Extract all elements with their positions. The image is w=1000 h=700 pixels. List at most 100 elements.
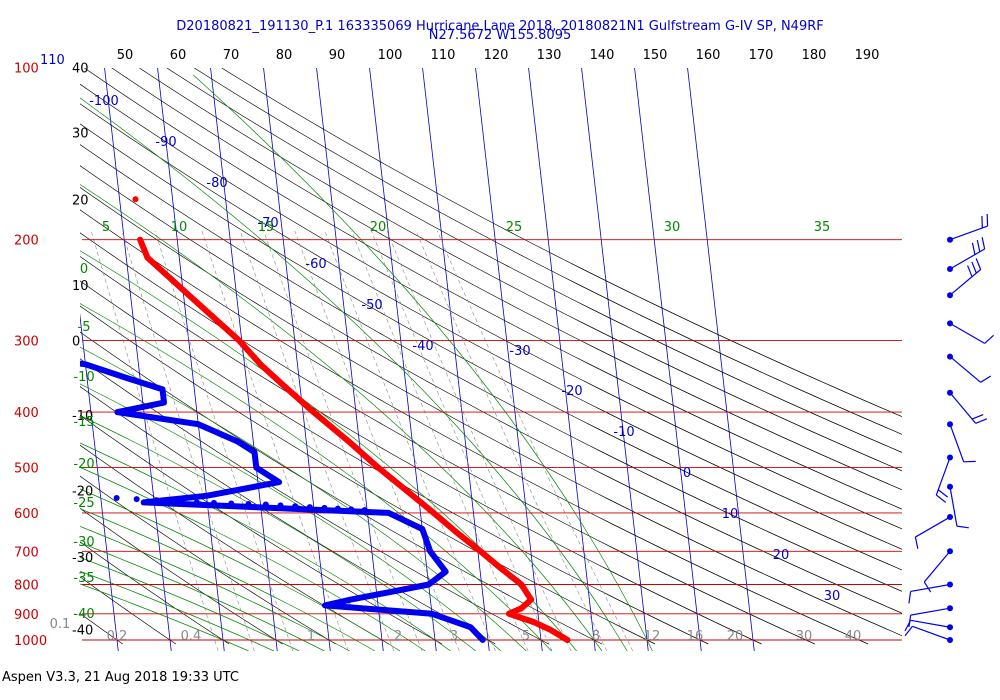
isotherm-line	[157, 68, 225, 651]
dry-adiabat-line	[80, 144, 902, 592]
moist-adiabat-line	[80, 442, 451, 651]
temperature-axis-label: 20	[72, 193, 89, 208]
isotherm-label: -50	[361, 298, 382, 313]
isotherm-label: -100	[89, 94, 119, 109]
isotherm-line	[210, 68, 278, 651]
isotherm-label: -30	[509, 344, 530, 359]
moist-adiabat-line	[193, 74, 653, 651]
temperature-axis-label: -10	[72, 409, 93, 424]
moist-adiabat-line	[80, 525, 350, 651]
temperature-axis-label: 30	[72, 127, 89, 142]
top-scale-label: 130	[537, 48, 562, 63]
isotherm-line	[528, 68, 596, 651]
mixing-ratio-label: 30	[796, 629, 813, 644]
mixing-ratio-label: 1	[307, 629, 315, 644]
top-scale-label: 90	[329, 48, 346, 63]
wind-barb-flag	[937, 489, 949, 498]
dewpoint-dot	[277, 502, 284, 509]
mixing-ratio-label: 16	[687, 629, 704, 644]
isotherm-line	[263, 68, 331, 651]
top-scale-label: 120	[484, 48, 509, 63]
dry-adiabat-line	[80, 358, 549, 645]
dry-adiabat-line	[166, 68, 902, 453]
mixing-ratio-line	[386, 230, 572, 651]
wind-barb-flag	[967, 265, 973, 277]
moist-adiabat-label: 25	[506, 220, 523, 235]
dry-adiabat-line	[80, 475, 336, 645]
dry-adiabat-line	[194, 68, 902, 435]
isotherm-line	[634, 68, 702, 651]
wind-barb-staff	[949, 225, 988, 241]
dry-adiabat-line	[80, 209, 869, 645]
top-scale-label: 150	[643, 48, 668, 63]
wind-barb-staff	[949, 248, 985, 270]
dry-adiabat-line	[111, 68, 902, 491]
mixing-ratio-line	[436, 230, 634, 651]
wind-barb	[947, 389, 988, 424]
pressure-tick-label: 100	[14, 61, 39, 76]
temperature-axis-label: -40	[72, 623, 93, 638]
mixing-ratio-line	[239, 230, 395, 651]
isotherm-label: -70	[257, 216, 278, 231]
temperature-axis-label: -30	[72, 551, 93, 566]
wind-barb-staff	[910, 619, 951, 628]
dry-adiabat-line	[80, 103, 902, 550]
wind-barb	[947, 320, 994, 344]
wind-barb-staff	[949, 269, 982, 296]
mixing-ratio-label: 0.4	[181, 629, 202, 644]
mixing-ratio-label: 12	[644, 629, 661, 644]
dewpoint-dot	[306, 504, 313, 511]
dewpoint-dot	[193, 499, 200, 506]
dewpoint-dot	[210, 499, 217, 506]
wind-barb	[908, 605, 953, 628]
mixing-ratio-label: 2	[394, 629, 402, 644]
pressure-tick-label: 900	[14, 608, 39, 623]
isotherm-line	[475, 68, 543, 651]
mixing-ratio-line	[324, 230, 496, 651]
pressure-tick-label: 1000	[14, 634, 47, 649]
moist-adiabat-label: -15	[73, 415, 94, 430]
pressure-tick-label: 400	[14, 406, 39, 421]
temperature-axis-label: 10	[72, 279, 89, 294]
top-scale-label: 60	[170, 48, 187, 63]
dry-adiabat-line	[80, 83, 902, 530]
isotherm-label: 30	[824, 589, 841, 604]
dry-adiabat-line	[80, 331, 603, 645]
wind-barb-flag	[981, 237, 986, 250]
wind-barb-staff	[910, 583, 951, 593]
wind-barb	[935, 454, 953, 503]
pressure-tick-label: 200	[14, 234, 39, 249]
pressure-tick-label: 800	[14, 578, 39, 593]
isotherm-line	[80, 313, 119, 651]
isotherm-line	[0, 68, 65, 651]
dewpoint-dot	[334, 505, 341, 512]
moist-adiabat-line	[80, 303, 552, 651]
dewpoint-dot	[348, 506, 355, 513]
wind-barbs-layer	[904, 214, 994, 643]
dewpoint-dot	[133, 496, 140, 503]
moist-adiabat-label: -40	[73, 607, 94, 622]
wind-barb-staff	[923, 550, 951, 583]
top-scale-label: 140	[590, 48, 615, 63]
moist-adiabat-label: 5	[102, 220, 110, 235]
wind-barb-flag	[914, 536, 919, 549]
isotherm-line	[104, 68, 172, 651]
pressure-tick-label: 600	[14, 507, 39, 522]
dewpoint-dot	[321, 504, 328, 511]
pressure-tick-label: 500	[14, 462, 39, 477]
pressure-tick-label: 300	[14, 335, 39, 350]
moist-adiabat-line	[80, 570, 275, 651]
dewpoint-dot	[228, 500, 235, 507]
moist-adiabat-line	[80, 557, 300, 651]
wind-barb-flag	[904, 620, 912, 632]
dry-adiabat-line	[80, 305, 656, 645]
dry-adiabat-line	[80, 256, 762, 645]
dry-adiabat-line	[80, 123, 902, 571]
wind-barb	[904, 625, 953, 643]
wind-barb	[947, 421, 976, 463]
moist-adiabat-label: -25	[73, 496, 94, 511]
grid-layer	[0, 68, 902, 651]
wind-barb-staff	[915, 516, 951, 538]
mixing-ratio-line	[371, 230, 553, 651]
isotherm-label: -90	[155, 135, 176, 150]
